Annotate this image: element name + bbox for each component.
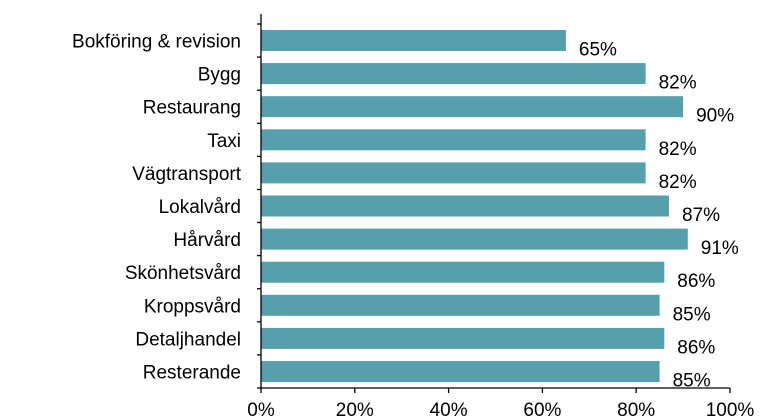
category-label: Skönhetsvård bbox=[125, 263, 241, 284]
category-label: Lokalvård bbox=[159, 197, 241, 218]
data-label: 90% bbox=[696, 106, 734, 127]
bar bbox=[261, 129, 646, 151]
bar bbox=[261, 294, 660, 316]
data-label: 82% bbox=[659, 172, 697, 193]
bar bbox=[261, 162, 646, 184]
x-tick-label: 40% bbox=[430, 400, 468, 420]
axes-group bbox=[257, 14, 731, 393]
x-tick-label: 80% bbox=[617, 400, 655, 420]
data-label: 85% bbox=[673, 371, 711, 392]
data-label: 65% bbox=[579, 40, 617, 61]
category-label: Detaljhandel bbox=[135, 329, 241, 350]
data-label: 82% bbox=[659, 139, 697, 160]
bar bbox=[261, 228, 688, 250]
category-label: Hårvård bbox=[173, 230, 241, 251]
bars-group bbox=[261, 30, 688, 382]
category-label: Bokföring & revision bbox=[72, 32, 241, 53]
bar bbox=[261, 195, 669, 217]
x-tick-label: 60% bbox=[523, 400, 561, 420]
category-label: Vägtransport bbox=[132, 164, 242, 185]
bar bbox=[261, 261, 665, 283]
data-label: 86% bbox=[677, 337, 715, 358]
category-label: Kroppsvård bbox=[144, 296, 241, 317]
data-label: 85% bbox=[673, 304, 711, 325]
data-label: 87% bbox=[682, 205, 720, 226]
x-tick-label: 0% bbox=[247, 400, 275, 420]
x-tick-label: 20% bbox=[336, 400, 374, 420]
data-label: 82% bbox=[659, 73, 697, 94]
x-tick-label: 100% bbox=[706, 400, 755, 420]
category-label: Bygg bbox=[198, 65, 241, 86]
category-label: Taxi bbox=[207, 131, 241, 152]
category-label: Resterande bbox=[143, 363, 241, 384]
bar bbox=[261, 63, 646, 85]
bar bbox=[261, 96, 684, 118]
bar bbox=[261, 361, 660, 382]
bar bbox=[261, 327, 665, 349]
data-label: 86% bbox=[677, 271, 715, 292]
data-label: 91% bbox=[701, 238, 739, 259]
bar bbox=[261, 30, 566, 51]
category-label: Restaurang bbox=[143, 98, 241, 119]
labels-group: Bokföring & revision 65% Bygg 82% Restaurang… bbox=[72, 32, 754, 420]
